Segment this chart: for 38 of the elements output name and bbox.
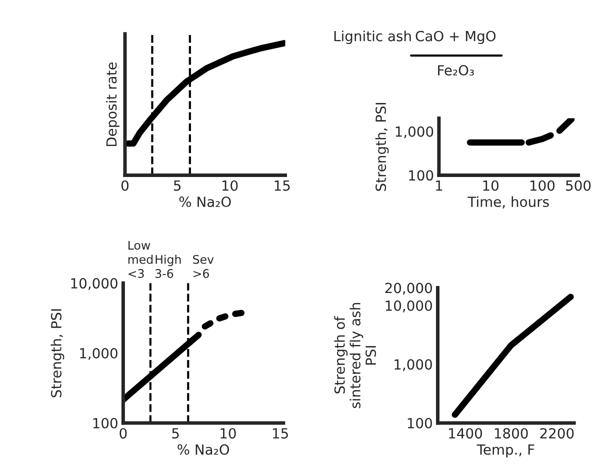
y-tick-label: 10,000 [386,300,432,312]
x-tick-label: 1800 [494,428,528,439]
x-axis-title: Temp., F [476,444,534,458]
x-axis-title: Time, hours [468,196,549,208]
text: Sev >6 [193,254,214,278]
y-tick-label: 100 [93,418,118,428]
y-tick-label: 20,000 [385,282,432,295]
y-tick-label: 100 [409,170,434,181]
y-tick-label: 1,000 [394,359,432,372]
x-tick-label: 500 [566,180,591,191]
x-tick-label: 2200 [540,428,574,439]
x-axis-title: % Na₂O [179,196,231,208]
text: CaO + MgO [416,30,496,44]
y-axis-title: Strength, PSI [50,309,64,398]
chart-title: Lignitic ash [334,30,411,44]
x-tick-label: 10 [483,180,498,191]
x-tick-label: 15 [273,428,288,439]
x-axis-title: % Na₂O [178,444,230,455]
y-axis-title: Deposit rate [106,62,120,146]
x-tick-label: 10 [222,180,238,191]
y-axis-title: Strength of sintered fly ash PSI [334,303,376,408]
x-tick-label: 5 [172,428,179,439]
x-tick-label: 100 [530,180,555,191]
x-tick-label: 5 [174,180,181,191]
x-tick-label: 10 [220,428,236,439]
y-axis-title: Strength, PSI [375,102,389,191]
x-tick-label: 15 [274,180,290,191]
y-tick-label: 1,000 [80,348,118,360]
x-tick-label: 0 [121,180,128,191]
x-tick-label: 1 [436,180,442,191]
x-tick-label: 0 [120,428,127,439]
text: Fe₂O₃ [438,65,474,76]
text: Low med <3 [128,240,153,278]
y-tick-label: 100 [408,418,432,428]
y-tick-label: 1,000 [396,126,434,138]
y-tick-label: 10,000 [71,278,118,290]
text: High 3-6 [155,254,181,278]
x-tick-label: 1400 [449,428,482,439]
